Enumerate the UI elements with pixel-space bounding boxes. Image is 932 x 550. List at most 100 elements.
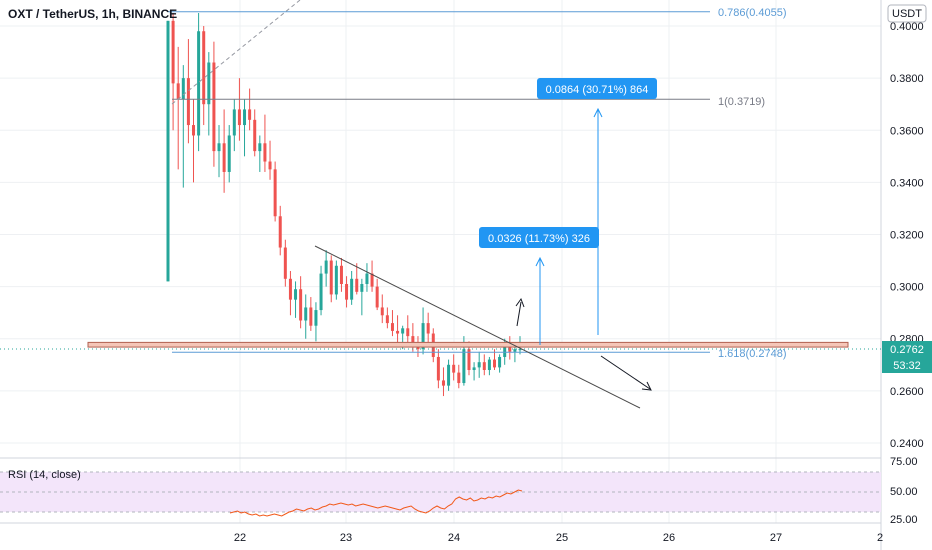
candle-body: [477, 362, 481, 368]
candle-body: [467, 349, 471, 371]
target-big-text: 0.0864 (30.71%) 864: [546, 84, 649, 96]
countdown-badge: [882, 357, 932, 373]
candle-body: [207, 62, 211, 105]
candle-body: [304, 307, 308, 321]
candle-body: [258, 143, 262, 152]
candle-body: [487, 359, 491, 371]
candle-body: [370, 273, 374, 287]
x-tick-label: 25: [556, 532, 568, 544]
candle-body: [498, 356, 502, 368]
candle-body: [411, 336, 415, 344]
y-tick-label: 0.3000: [890, 282, 924, 294]
candle-body: [360, 284, 364, 292]
candle-body: [452, 364, 456, 373]
candle-body: [441, 380, 445, 386]
last-price-badge: [882, 341, 932, 357]
x-tick-label: 26: [663, 532, 675, 544]
candle-body: [268, 161, 272, 170]
candle-body: [457, 372, 461, 384]
candle-body: [197, 31, 201, 136]
candle-body: [365, 273, 369, 285]
y-tick-label: 0.2600: [890, 386, 924, 398]
candle-body: [212, 62, 216, 152]
candle-body: [406, 328, 410, 337]
target-big-badge[interactable]: [537, 78, 657, 99]
fib-0786-label: 0.786(0.4055): [718, 7, 787, 19]
candle-body: [472, 367, 476, 371]
y-tick-label: 0.3400: [890, 177, 924, 189]
candle-body: [426, 323, 430, 334]
y-tick-label: 0.3800: [890, 73, 924, 85]
candle-body: [253, 119, 257, 152]
candle-body: [385, 315, 389, 324]
x-tick-label: 2: [877, 532, 883, 544]
target-small-text: 0.0326 (11.73%) 326: [488, 233, 590, 245]
candle-body: [263, 143, 267, 162]
candle-body: [334, 265, 338, 295]
countdown-text: 53:32: [893, 360, 921, 372]
candle-body: [447, 364, 451, 386]
x-tick-label: 27: [770, 532, 782, 544]
candle-body: [396, 330, 400, 334]
candle-body: [248, 109, 252, 120]
candle-body: [202, 31, 206, 105]
y-tick-label: 0.3600: [890, 125, 924, 137]
candle-body: [294, 289, 298, 300]
candle-body: [390, 323, 394, 331]
rsi-tick-75: 75.00: [890, 456, 918, 468]
last-price-text: 0.2762: [890, 344, 924, 356]
candle-body: [171, 20, 175, 84]
descending-trendline: [314, 245, 641, 409]
candle-body: [518, 349, 522, 351]
x-tick-label: 24: [448, 532, 460, 544]
target-small-badge[interactable]: [479, 227, 599, 248]
candle-body: [324, 260, 328, 274]
y-tick-label: 0.2400: [890, 438, 924, 450]
rsi-tick-25: 25.00: [890, 514, 918, 526]
candle-body: [237, 109, 241, 126]
candle-body: [492, 359, 496, 368]
candle-body: [421, 323, 425, 350]
rsi-line: [229, 489, 523, 517]
x-tick-label: 22: [234, 532, 246, 544]
y-tick-label: 0.3200: [890, 230, 924, 242]
up-arrow: [516, 301, 522, 327]
currency-badge[interactable]: [887, 4, 927, 23]
target-small-arrowhead: [535, 256, 545, 267]
candle-body: [217, 143, 221, 152]
rsi-tick-50: 50.00: [890, 486, 918, 498]
candle-body: [222, 143, 226, 172]
fib-1-label: 1(0.3719): [718, 96, 765, 108]
x-tick-label: 23: [340, 532, 352, 544]
candle-body: [482, 362, 486, 371]
candle-body: [436, 356, 440, 381]
candle-body: [283, 247, 287, 279]
candle-body: [503, 343, 507, 357]
candle-body: [462, 349, 466, 384]
candle-body: [278, 216, 282, 248]
candle-body: [227, 135, 231, 172]
rsi-label: RSI (14, close): [8, 469, 81, 481]
candle-body: [508, 343, 512, 352]
candle-body: [309, 307, 313, 326]
candle-body: [192, 125, 196, 136]
candle-body: [232, 109, 236, 136]
candle-body: [176, 83, 180, 99]
up-arrowhead: [515, 297, 525, 308]
candle-body: [273, 169, 277, 217]
candle-body: [355, 278, 359, 292]
y-tick-label: 0.4000: [890, 21, 924, 33]
currency-label: USDT: [892, 8, 922, 20]
candle-body: [339, 265, 343, 285]
candle-body: [401, 328, 405, 334]
candle-body: [243, 109, 247, 126]
candle-body: [186, 78, 190, 126]
fib-1618-label: 1.618(0.2748): [718, 348, 787, 360]
candle-body: [314, 310, 318, 326]
candle-body: [319, 273, 323, 311]
candle-body: [375, 286, 379, 308]
target-big-arrowhead: [593, 107, 603, 118]
candle-body: [181, 78, 185, 99]
candle-body: [513, 349, 517, 352]
